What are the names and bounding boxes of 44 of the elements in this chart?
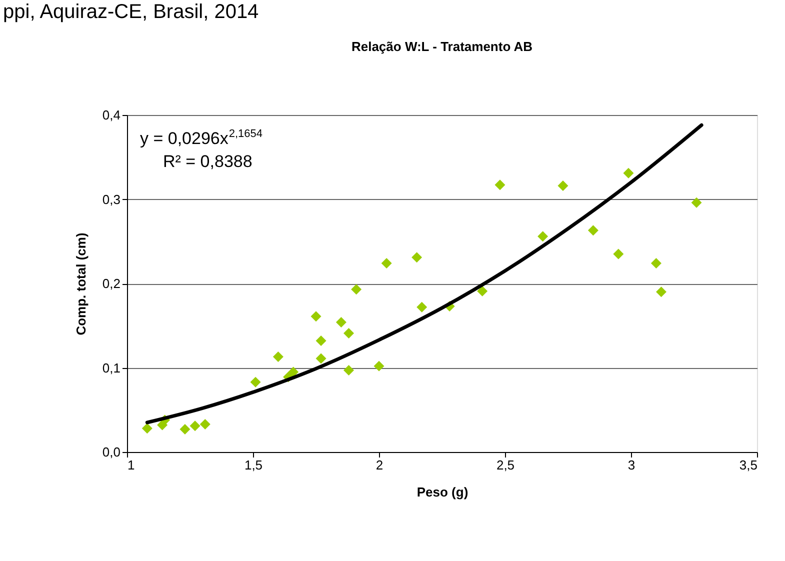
point bbox=[344, 328, 354, 338]
x-axis-title: Peso (g) bbox=[416, 484, 468, 500]
point bbox=[477, 286, 488, 296]
point bbox=[272, 352, 284, 362]
annotation: R² = 0,8388 bbox=[163, 152, 252, 171]
x-tick-label: 3,5 bbox=[739, 458, 758, 472]
text: ppi, Aquiraz-CE, Brasil, 2014 bbox=[3, 1, 259, 23]
point bbox=[381, 258, 392, 269]
point bbox=[310, 311, 322, 322]
point bbox=[656, 286, 666, 298]
point bbox=[650, 258, 662, 269]
y-axis-title: Comp. total (cm) bbox=[73, 232, 88, 336]
point bbox=[142, 423, 152, 434]
y-tick-label: 0,3 bbox=[102, 192, 120, 207]
point bbox=[180, 424, 190, 434]
point bbox=[288, 366, 299, 378]
point bbox=[558, 180, 568, 192]
x-tick-label: 1 bbox=[128, 458, 135, 472]
chart-title: Relação W:L - Tratamento AB bbox=[351, 39, 533, 54]
y-tick-label: 0,4 bbox=[102, 108, 120, 122]
point bbox=[344, 365, 354, 376]
point bbox=[691, 197, 702, 208]
y-tick-label: 0,0 bbox=[102, 444, 120, 460]
point bbox=[336, 317, 346, 328]
point bbox=[351, 284, 362, 295]
x-tick-label: 2 bbox=[376, 458, 384, 472]
point bbox=[374, 360, 384, 372]
point bbox=[412, 252, 422, 263]
y-tick-label: 0,1 bbox=[102, 360, 120, 376]
point bbox=[416, 302, 428, 312]
point bbox=[538, 231, 548, 242]
point bbox=[623, 168, 634, 178]
point bbox=[316, 336, 326, 346]
x-tick-label: 2,5 bbox=[496, 458, 515, 472]
y-tick-label: 0,2 bbox=[102, 276, 120, 291]
point bbox=[494, 180, 506, 190]
point bbox=[316, 353, 326, 364]
point bbox=[200, 418, 210, 430]
x-tick-label: 3 bbox=[628, 458, 636, 472]
point bbox=[613, 248, 624, 260]
point bbox=[190, 420, 200, 432]
point bbox=[588, 225, 598, 236]
x-tick-label: 1,5 bbox=[244, 458, 263, 472]
point bbox=[250, 376, 261, 388]
